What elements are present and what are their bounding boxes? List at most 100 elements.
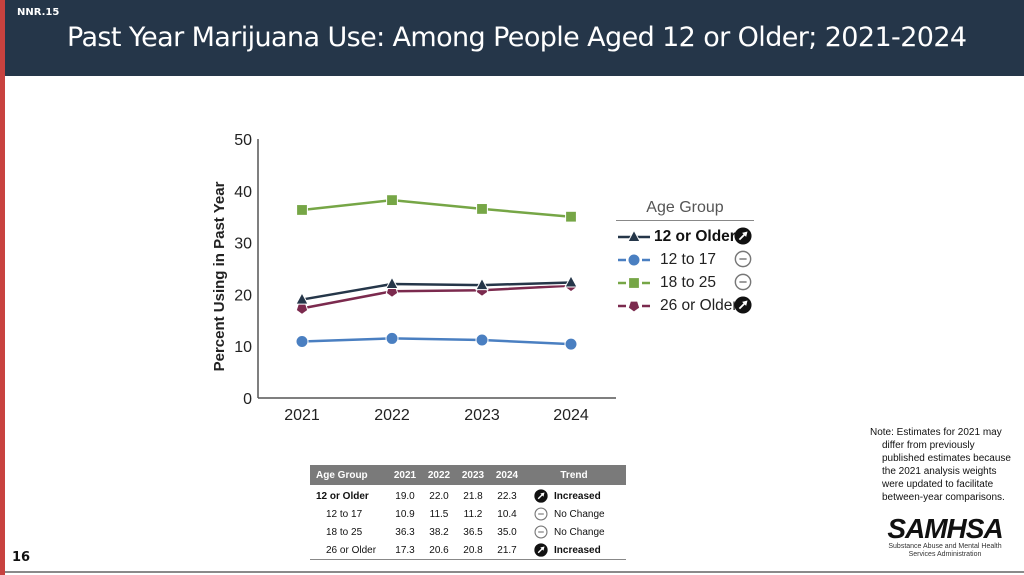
- note-line: differ from previously: [882, 440, 975, 451]
- cell-value: 36.5: [463, 526, 483, 538]
- x-tick-label: 2023: [464, 407, 500, 424]
- accent-bar: [0, 0, 5, 575]
- header-2023: 2023: [461, 469, 485, 481]
- cell-value: 35.0: [497, 526, 517, 538]
- data-point: [295, 291, 309, 305]
- cell-value: 20.6: [429, 544, 449, 556]
- legend-item: 26 or Older: [616, 294, 756, 317]
- legend-item: 12 to 17: [616, 248, 756, 271]
- data-point: [385, 276, 399, 290]
- increased-arrow-icon: [734, 227, 752, 245]
- series-line: [301, 284, 572, 310]
- samhsa-logo: SAMHSA Substance Abuse and Mental Health…: [880, 515, 1010, 559]
- data-table: Age Group 2021 2022 2023 2024 Trend 12 o…: [310, 465, 626, 560]
- y-tick-label: 10: [234, 339, 252, 356]
- legend-item: 12 or Older: [616, 225, 756, 248]
- data-point: [564, 274, 578, 288]
- no-change-icon: [734, 273, 752, 291]
- cell-trend: No Change: [524, 507, 624, 521]
- legend-swatch: [618, 276, 650, 289]
- cell-age-group: 12 to 17: [326, 508, 363, 520]
- series-18-to-25: [296, 194, 577, 223]
- legend-title: Age Group: [616, 199, 754, 221]
- data-point: [296, 204, 308, 216]
- series-line: [301, 281, 572, 301]
- cell-age-group: 26 or Older: [326, 544, 377, 556]
- logo-subtitle: Services Administration: [908, 551, 982, 558]
- data-point: [476, 203, 488, 215]
- footnote: Note: Estimates for 2021 may differ from…: [870, 426, 1020, 504]
- legend-swatch: [618, 300, 650, 313]
- data-point: [475, 277, 489, 291]
- cell-value: 21.7: [497, 544, 517, 556]
- legend-item: 18 to 25: [616, 271, 756, 294]
- series-26-or-older: [295, 280, 578, 316]
- logo-wordmark: SAMHSA: [887, 513, 1003, 544]
- slide-title: Past Year Marijuana Use: Among People Ag…: [67, 22, 967, 53]
- legend-label: 18 to 25: [660, 273, 717, 291]
- note-line: the 2021 analysis weights: [882, 466, 997, 477]
- trend-label: No Change: [554, 526, 605, 538]
- legend-marker: [627, 300, 641, 313]
- y-axis-label: Percent Using in Past Year: [211, 181, 228, 371]
- cell-value: 36.3: [395, 526, 415, 538]
- y-tick-label: 30: [234, 236, 252, 253]
- data-point: [386, 194, 398, 207]
- data-point: [565, 210, 577, 223]
- increased-arrow-icon: [534, 489, 548, 503]
- x-tick-label: 2024: [553, 407, 589, 424]
- cell-trend: Increased: [524, 489, 624, 503]
- slide-code: NNR.15: [17, 7, 60, 18]
- header-2024: 2024: [495, 469, 519, 481]
- logo-subtitle: Substance Abuse and Mental Health: [888, 543, 1002, 550]
- footer-rule: [5, 571, 1024, 573]
- cell-value: 22.3: [497, 490, 517, 502]
- series-line-halo: [301, 283, 572, 311]
- no-change-icon: [534, 525, 548, 539]
- legend-swatch: [618, 228, 650, 242]
- cell-value: 20.8: [463, 544, 483, 556]
- data-point: [295, 335, 309, 349]
- x-tick-label: 2021: [284, 407, 320, 424]
- header-trend: Trend: [560, 469, 588, 481]
- series-line: [301, 337, 572, 346]
- increased-arrow-icon: [534, 543, 548, 557]
- cell-value: 38.2: [429, 526, 449, 538]
- increased-arrow-icon: [734, 296, 752, 314]
- header-2022: 2022: [427, 469, 451, 481]
- cell-value: 10.9: [395, 508, 415, 520]
- legend-marker: [628, 276, 640, 289]
- trend-label: No Change: [554, 508, 605, 520]
- x-tick-label: 2022: [374, 407, 410, 424]
- series-12-or-older: [295, 274, 578, 305]
- legend-marker: [627, 253, 641, 266]
- data-point: [475, 333, 489, 347]
- table-row: 18 to 25 36.3 38.2 36.5 35.0 No Change: [310, 523, 626, 541]
- header-age-group: Age Group: [316, 469, 368, 481]
- y-tick-label: 0: [243, 391, 252, 408]
- cell-age-group: 12 or Older: [316, 490, 369, 502]
- cell-age-group: 18 to 25: [326, 526, 363, 538]
- table-body: 12 or Older 19.0 22.0 21.8 22.3 Increased 12 t…: [310, 485, 626, 560]
- y-tick-label: 40: [234, 184, 252, 201]
- legend-label: 12 or Older: [654, 227, 736, 245]
- trend-label: Increased: [554, 544, 601, 556]
- cell-value: 22.0: [429, 490, 449, 502]
- cell-trend: No Change: [524, 525, 624, 539]
- cell-value: 21.8: [463, 490, 483, 502]
- legend-label: 26 or Older: [660, 296, 738, 314]
- cell-value: 19.0: [395, 490, 415, 502]
- no-change-icon: [534, 507, 548, 521]
- note-line: published estimates because: [882, 453, 1011, 464]
- data-point: [564, 337, 578, 351]
- note-line: between-year comparisons.: [882, 492, 1005, 503]
- cell-value: 17.3: [395, 544, 415, 556]
- cell-value: 10.4: [497, 508, 517, 520]
- table-header: Age Group 2021 2022 2023 2024 Trend: [310, 465, 626, 485]
- line-chart: 0 10 20 30 40 50 2021 2022 2023 2024 Percent Using…: [211, 132, 616, 424]
- y-tick-label: 20: [234, 287, 252, 304]
- y-tick-label: 50: [234, 132, 252, 149]
- header-2021: 2021: [393, 469, 417, 481]
- note-line: Note: Estimates for 2021 may: [870, 427, 1002, 438]
- chart-legend: Age Group 12 or Older 12 to 17 18 to 25 26 …: [616, 199, 756, 317]
